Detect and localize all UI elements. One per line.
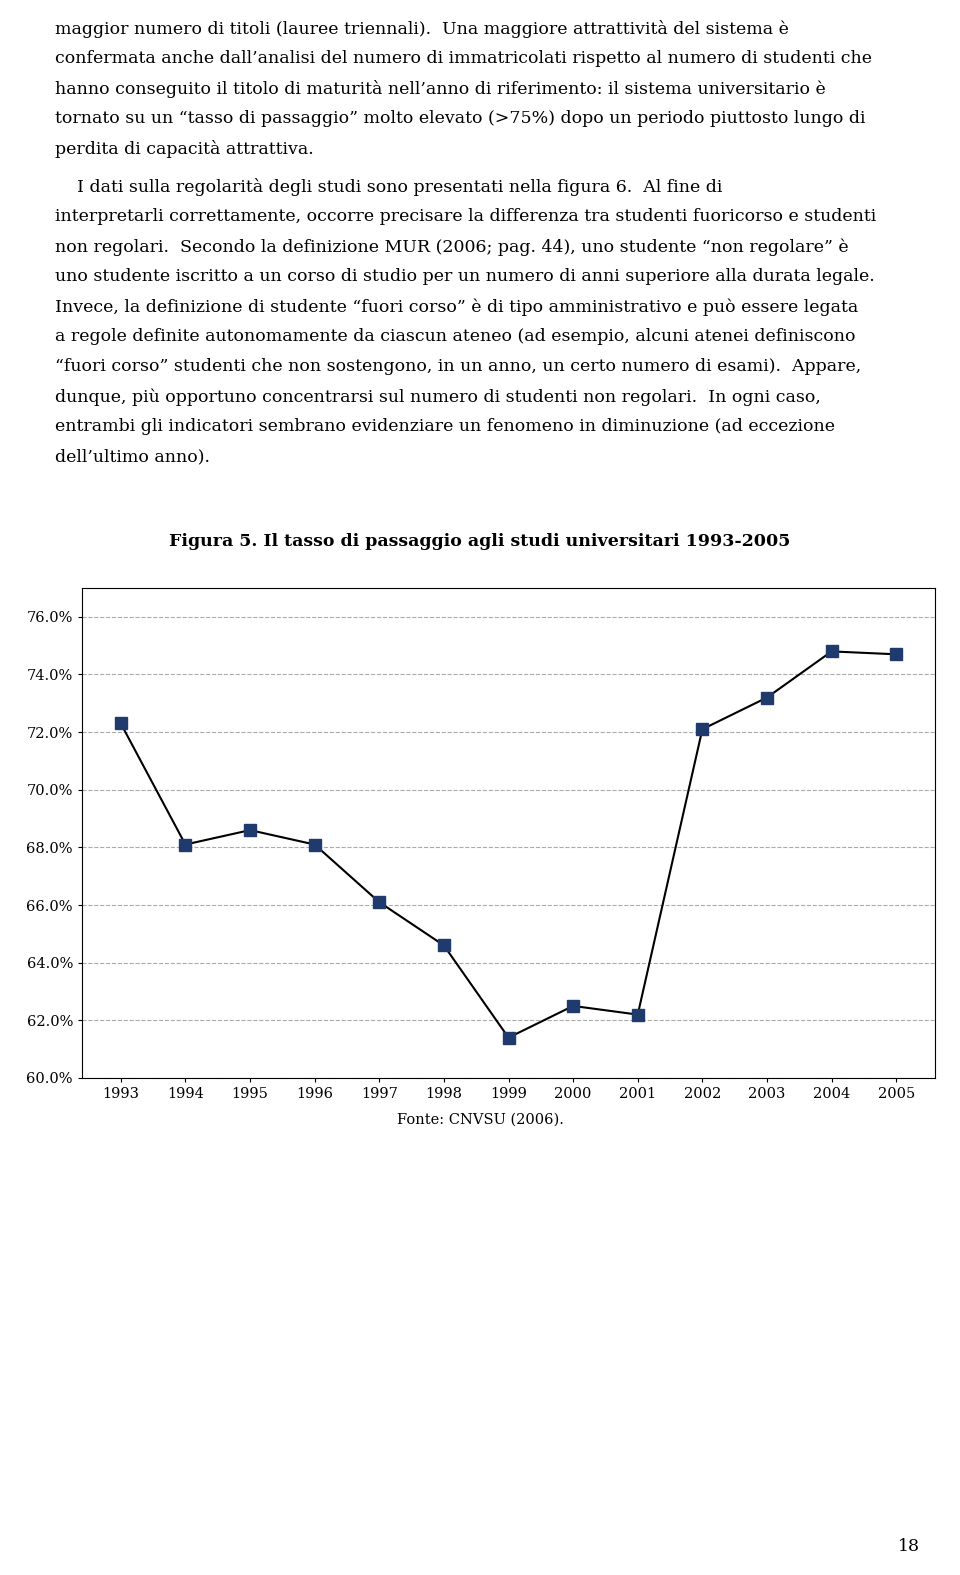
Text: I dati sulla regolarità degli studi sono presentati nella figura 6.  Al fine di: I dati sulla regolarità degli studi sono… xyxy=(55,178,722,195)
Text: perdita di capacità attrattiva.: perdita di capacità attrattiva. xyxy=(55,140,314,158)
Text: maggior numero di titoli (lauree triennali).  Una maggiore attrattività del sist: maggior numero di titoli (lauree trienna… xyxy=(55,20,789,38)
Text: dell’ultimo anno).: dell’ultimo anno). xyxy=(55,447,210,465)
Text: Invece, la definizione di studente “fuori corso” è di tipo amministrativo e può : Invece, la definizione di studente “fuor… xyxy=(55,298,858,315)
Text: tornato su un “tasso di passaggio” molto elevato (>75%) dopo un periodo piuttost: tornato su un “tasso di passaggio” molto… xyxy=(55,110,866,128)
Text: Fonte: CNVSU (2006).: Fonte: CNVSU (2006). xyxy=(396,1114,564,1128)
Text: 18: 18 xyxy=(898,1539,920,1555)
Text: dunque, più opportuno concentrarsi sul numero di studenti non regolari.  In ogni: dunque, più opportuno concentrarsi sul n… xyxy=(55,387,821,405)
Text: interpretarli correttamente, occorre precisare la differenza tra studenti fuoric: interpretarli correttamente, occorre pre… xyxy=(55,208,876,225)
Text: Figura 5. Il tasso di passaggio agli studi universitari 1993-2005: Figura 5. Il tasso di passaggio agli stu… xyxy=(169,532,791,550)
Text: hanno conseguito il titolo di maturità nell’anno di riferimento: il sistema univ: hanno conseguito il titolo di maturità n… xyxy=(55,80,826,98)
Text: “fuori corso” studenti che non sostengono, in un anno, un certo numero di esami): “fuori corso” studenti che non sostengon… xyxy=(55,358,861,375)
Text: confermata anche dall’analisi del numero di immatricolati rispetto al numero di : confermata anche dall’analisi del numero… xyxy=(55,50,872,68)
Text: non regolari.  Secondo la definizione MUR (2006; pag. 44), uno studente “non reg: non regolari. Secondo la definizione MUR… xyxy=(55,238,849,255)
Text: uno studente iscritto a un corso di studio per un numero di anni superiore alla : uno studente iscritto a un corso di stud… xyxy=(55,268,875,285)
Text: a regole definite autonomamente da ciascun ateneo (ad esempio, alcuni atenei def: a regole definite autonomamente da ciasc… xyxy=(55,328,855,345)
Text: entrambi gli indicatori sembrano evidenziare un fenomeno in diminuzione (ad ecce: entrambi gli indicatori sembrano evidenz… xyxy=(55,417,835,435)
